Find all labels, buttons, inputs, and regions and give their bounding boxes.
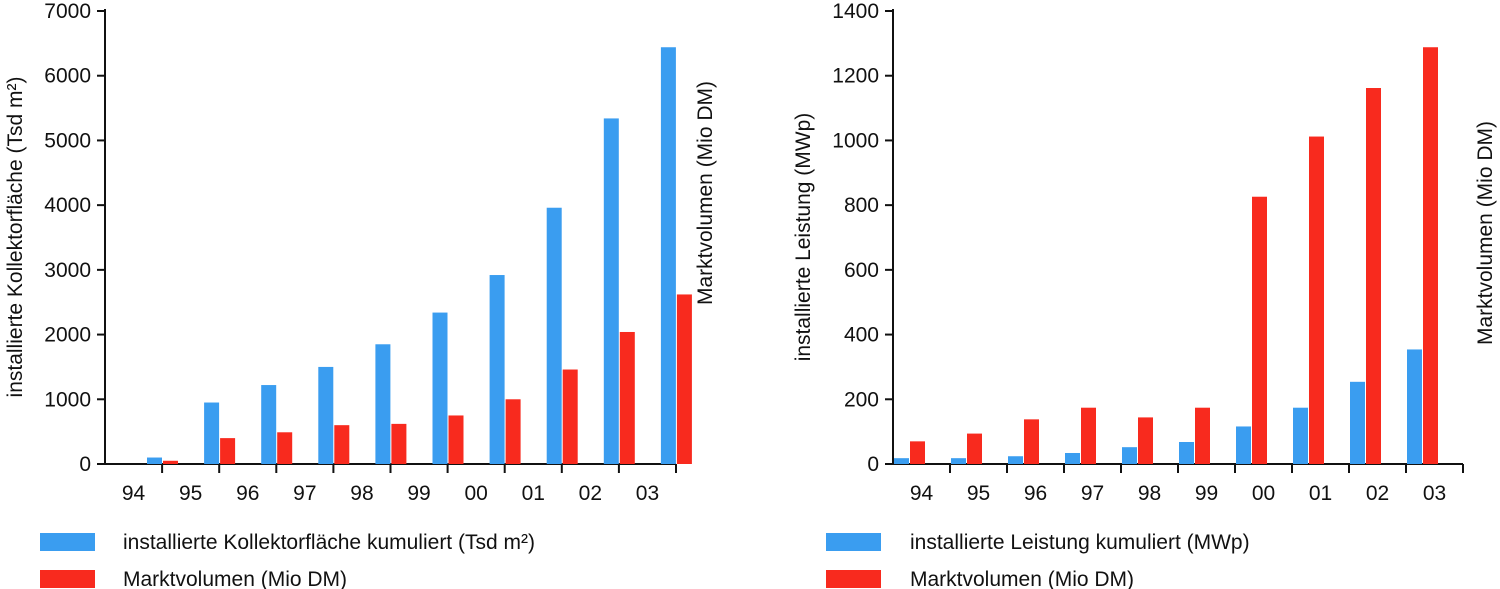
x-tick-label: 97	[293, 482, 316, 505]
blue-bar-02	[603, 118, 619, 464]
red-bar-95	[967, 433, 982, 464]
secondary-axis-label: Marktvolumen (Mio DM)	[694, 81, 717, 305]
legend-label: installierte Leistung kumuliert (MWp)	[910, 531, 1250, 554]
y-tick-label: 600	[844, 259, 879, 282]
x-tick-label: 98	[1138, 482, 1161, 505]
y-tick-label: 5000	[44, 129, 91, 152]
red-bar-96	[1024, 419, 1039, 464]
blue-bar-01	[1293, 407, 1308, 464]
legend-swatch	[826, 533, 881, 551]
x-tick-label: 01	[1309, 482, 1332, 505]
blue-bar-97	[1065, 452, 1080, 464]
y-tick-label: 1200	[832, 65, 879, 88]
red-bar-00	[505, 399, 521, 464]
blue-bar-95	[951, 458, 966, 464]
red-bar-94	[163, 460, 178, 464]
x-tick-label: 95	[179, 482, 202, 505]
legend-label: Marktvolumen (Mio DM)	[123, 568, 347, 589]
x-tick-label: 03	[1423, 482, 1446, 505]
red-bar-97	[1081, 407, 1096, 464]
red-bar-99	[448, 415, 464, 464]
blue-bar-96	[261, 385, 277, 464]
blue-bar-94	[894, 458, 909, 464]
blue-bar-96	[1008, 456, 1023, 464]
y-tick-label: 1000	[44, 388, 91, 411]
x-tick-label: 03	[636, 482, 659, 505]
y-tick-label: 6000	[44, 65, 91, 88]
y-tick-label: 7000	[44, 0, 91, 23]
blue-bar-95	[204, 402, 220, 464]
red-bar-01	[1309, 136, 1324, 464]
red-bar-96	[277, 432, 293, 464]
blue-bar-00	[1236, 426, 1251, 464]
legend-label: installierte Kollektorfläche kumuliert (…	[123, 531, 535, 554]
y-tick-label: 1400	[832, 0, 879, 23]
blue-bar-03	[660, 47, 676, 465]
y-tick-label: 2000	[44, 324, 91, 347]
y-tick-label: 0	[79, 453, 91, 476]
x-tick-label: 99	[407, 482, 430, 505]
red-bar-02	[1366, 88, 1381, 464]
y-axis-label: installierte Leistung (MWp)	[792, 113, 815, 362]
y-tick-label: 200	[844, 388, 879, 411]
x-tick-label: 94	[910, 482, 934, 505]
blue-bar-02	[1350, 381, 1365, 464]
red-bar-95	[220, 438, 236, 464]
blue-bar-99	[432, 312, 448, 464]
legend-swatch	[40, 570, 95, 588]
x-tick-label: 02	[579, 482, 602, 505]
x-tick-label: 00	[464, 482, 487, 505]
red-bar-00	[1252, 196, 1267, 465]
y-tick-label: 0	[867, 453, 879, 476]
y-axis-label: installierte Kollektorfläche (Tsd m²)	[4, 77, 27, 398]
y-tick-label: 400	[844, 324, 879, 347]
blue-bar-99	[1179, 441, 1194, 464]
y-tick-label: 3000	[44, 259, 91, 282]
y-tick-label: 800	[844, 194, 879, 217]
red-bar-97	[334, 425, 350, 464]
red-bar-01	[562, 369, 578, 464]
x-tick-label: 97	[1081, 482, 1104, 505]
y-tick-label: 1000	[832, 129, 879, 152]
x-tick-label: 96	[236, 482, 259, 505]
x-tick-label: 00	[1252, 482, 1275, 505]
blue-bar-01	[546, 207, 562, 464]
blue-bar-98	[1122, 447, 1137, 464]
x-tick-label: 99	[1195, 482, 1218, 505]
x-tick-label: 94	[122, 482, 146, 505]
secondary-axis-label: Marktvolumen (Mio DM)	[1474, 121, 1497, 345]
red-bar-98	[391, 423, 407, 464]
x-tick-label: 95	[967, 482, 990, 505]
red-bar-03	[1423, 47, 1438, 465]
blue-bar-03	[1407, 349, 1422, 464]
x-tick-label: 02	[1366, 482, 1389, 505]
x-tick-label: 98	[350, 482, 373, 505]
legend-swatch	[826, 570, 881, 588]
red-bar-02	[619, 331, 635, 464]
blue-bar-00	[489, 275, 505, 464]
red-bar-03	[676, 294, 692, 464]
red-bar-94	[910, 441, 925, 464]
y-tick-label: 4000	[44, 194, 91, 217]
blue-bar-98	[375, 344, 391, 464]
right-chart-panel: 0 200 400 600 800 1000 1200 1400 94 95 96 97 98 99 00 0…	[792, 0, 1497, 589]
red-bar-98	[1138, 417, 1153, 464]
legend-label: Marktvolumen (Mio DM)	[910, 568, 1134, 589]
red-bar-99	[1195, 407, 1210, 464]
x-tick-label: 96	[1024, 482, 1047, 505]
blue-bar-97	[318, 366, 334, 464]
x-tick-label: 01	[522, 482, 545, 505]
legend-swatch	[40, 533, 95, 551]
blue-bar-94	[147, 457, 162, 464]
